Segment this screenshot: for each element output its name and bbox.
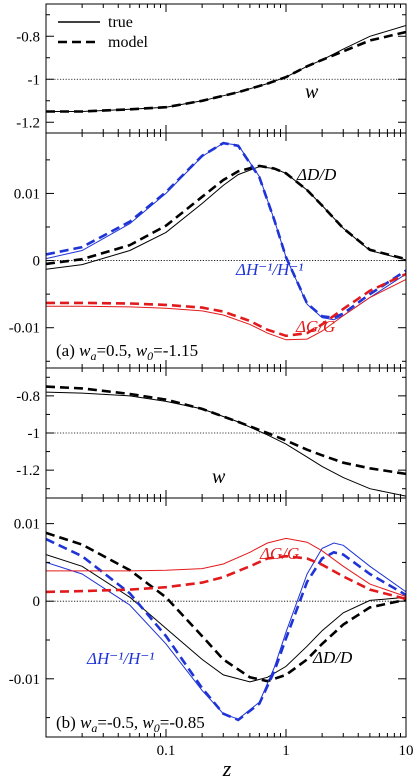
curve-label: ΔH⁻¹/H⁻¹: [86, 649, 154, 668]
series-true-line: [46, 142, 406, 321]
series-model-line: [46, 30, 406, 113]
series-model-line: [46, 554, 406, 601]
series-true-line: [46, 166, 406, 270]
w-label: w: [212, 466, 226, 488]
series-true-line: [46, 554, 406, 683]
y-tick-label: 0: [33, 254, 41, 270]
series-true-line: [46, 537, 406, 597]
curve-label: ΔD/D: [312, 648, 353, 667]
legend: true model: [58, 14, 149, 51]
y-tick-label: 0: [33, 594, 41, 610]
y-tick-label: -0.8: [16, 389, 40, 405]
panel-middle-w: -1.2 -1 -0.8 w: [16, 367, 407, 499]
curve-label: ΔD/D: [296, 165, 337, 184]
panel-b: -0.01 0 0.01 ΔG/G ΔH⁻¹/H⁻¹ ΔD/D (b) wa=-0.5, w…: [9, 497, 407, 738]
y-tick-label: -0.8: [16, 29, 40, 45]
panel-frame: [45, 497, 407, 738]
y-tick-label: 0.01: [14, 186, 40, 202]
y-tick-label: -1.2: [16, 463, 40, 479]
curve-label: ΔG/G: [259, 544, 299, 563]
series-model-line: [46, 164, 406, 266]
y-tick-label: -1: [28, 426, 41, 442]
series-model-line: [46, 272, 406, 338]
legend-model-label: model: [108, 34, 149, 51]
series-model-line: [46, 531, 406, 683]
series-model-line: [46, 141, 406, 319]
y-tick-label: -1.2: [16, 115, 40, 131]
panel-a: -0.01 0 0.01 ΔD/D ΔH⁻¹/H⁻¹ ΔG/G (a) wa=0.5, w0…: [9, 132, 407, 369]
legend-true-label: true: [108, 14, 133, 31]
y-tick-label: 0.01: [14, 517, 40, 533]
y-tick-label: -0.01: [9, 321, 40, 337]
curve-label: ΔH⁻¹/H⁻¹: [235, 260, 303, 279]
series-model-line: [46, 385, 406, 476]
panel-frame: [45, 3, 407, 134]
x-tick-label: 1: [282, 743, 290, 759]
series-true-line: [46, 278, 406, 341]
series-true-line: [46, 391, 406, 497]
y-tick-label: -1: [28, 72, 41, 88]
panel-top-w: -1.2 -1 -0.8 w: [16, 3, 407, 134]
panel-frame: [45, 132, 407, 369]
x-tick-label: 10: [399, 743, 414, 759]
x-tick-label: 0.1: [157, 743, 176, 759]
series-model-line: [46, 537, 406, 722]
w-label: w: [305, 81, 319, 103]
panel-label: (a) wa=0.5, w0=-1.15: [56, 341, 198, 363]
x-axis-label: z: [222, 756, 232, 780]
y-tick-label: -0.01: [9, 672, 40, 688]
curve-label: ΔG/G: [295, 317, 335, 336]
panel-label: (b) wa=-0.5, w0=-0.85: [56, 713, 205, 735]
series-true-line: [46, 25, 406, 112]
